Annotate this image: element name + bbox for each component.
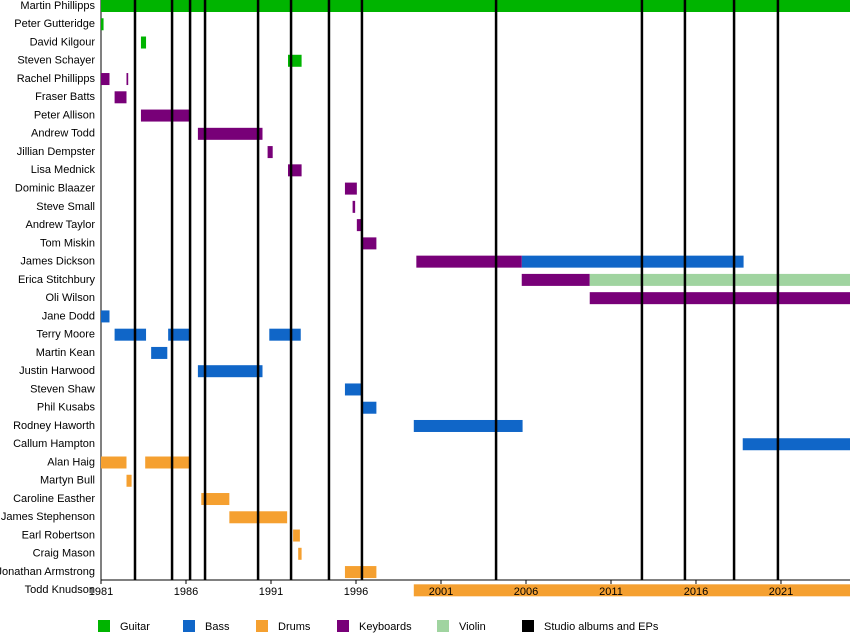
role-bar bbox=[362, 237, 377, 250]
role-bar bbox=[293, 529, 300, 542]
member-label: Andrew Taylor bbox=[26, 219, 96, 231]
role-bar bbox=[267, 146, 273, 159]
member-label: Dominic Blaazer bbox=[15, 183, 95, 195]
role-bar bbox=[742, 438, 850, 451]
legend-swatch bbox=[183, 620, 195, 632]
x-tick-label: 2001 bbox=[429, 586, 453, 598]
member-label: Martin Kean bbox=[36, 347, 95, 359]
x-tick-label: 2016 bbox=[684, 586, 708, 598]
role-bar bbox=[413, 584, 850, 597]
role-bar bbox=[352, 200, 356, 213]
role-bar bbox=[269, 328, 301, 341]
member-label: Craig Mason bbox=[33, 548, 95, 560]
member-label: Alan Haig bbox=[47, 456, 95, 468]
x-tick-label: 2021 bbox=[769, 586, 793, 598]
role-bar bbox=[344, 383, 362, 396]
legend-swatch bbox=[522, 620, 534, 632]
role-bar bbox=[145, 456, 191, 469]
member-label: Andrew Todd bbox=[31, 128, 95, 140]
member-label: Rodney Haworth bbox=[13, 420, 95, 432]
member-label: James Stephenson bbox=[1, 511, 95, 523]
role-bar bbox=[589, 292, 850, 305]
role-bar bbox=[197, 365, 263, 378]
member-label: Earl Robertson bbox=[22, 529, 95, 541]
role-bar bbox=[344, 566, 377, 579]
role-bar bbox=[126, 474, 132, 487]
role-bar bbox=[589, 273, 850, 286]
role-bar bbox=[298, 547, 302, 560]
role-bar bbox=[416, 255, 522, 268]
role-bar bbox=[521, 273, 590, 286]
member-label: Peter Allison bbox=[34, 109, 95, 121]
member-label: Todd Knudson bbox=[25, 584, 95, 596]
member-label: Steve Small bbox=[36, 201, 95, 213]
role-bar bbox=[197, 127, 263, 140]
legend-swatch bbox=[437, 620, 449, 632]
role-bar bbox=[356, 219, 363, 232]
role-bar bbox=[140, 36, 147, 49]
member-label: Fraser Batts bbox=[35, 91, 95, 103]
member-label: Jonathan Armstrong bbox=[0, 566, 95, 578]
role-bar bbox=[101, 18, 104, 31]
role-bar bbox=[114, 91, 127, 104]
x-tick-label: 2006 bbox=[514, 586, 538, 598]
role-bar bbox=[151, 346, 168, 359]
x-tick-label: 1981 bbox=[89, 586, 113, 598]
x-tick-label: 2011 bbox=[599, 586, 623, 598]
legend-swatch bbox=[256, 620, 268, 632]
role-bar bbox=[521, 255, 744, 268]
member-label: James Dickson bbox=[20, 256, 95, 268]
member-label: Oli Wilson bbox=[45, 292, 95, 304]
member-label: Callum Hampton bbox=[13, 438, 95, 450]
role-bar bbox=[126, 73, 129, 86]
role-bar bbox=[168, 328, 191, 341]
legend-label: Violin bbox=[459, 621, 486, 633]
member-label: Erica Stitchbury bbox=[18, 274, 96, 286]
member-label: Tom Miskin bbox=[40, 237, 95, 249]
role-bar bbox=[201, 493, 230, 506]
member-label: Lisa Mednick bbox=[31, 164, 96, 176]
x-tick-label: 1991 bbox=[259, 586, 283, 598]
role-bar bbox=[101, 456, 127, 469]
legend-label: Drums bbox=[278, 621, 311, 633]
legend-label: Bass bbox=[205, 621, 230, 633]
member-label: Caroline Easther bbox=[13, 493, 95, 505]
role-bar bbox=[140, 109, 191, 122]
member-label: Rachel Phillipps bbox=[17, 73, 96, 85]
role-bar bbox=[101, 310, 110, 323]
legend-label: Studio albums and EPs bbox=[544, 621, 659, 633]
member-label: Martyn Bull bbox=[40, 475, 95, 487]
legend-label: Keyboards bbox=[359, 621, 412, 633]
role-bar bbox=[413, 419, 523, 432]
role-bar bbox=[114, 328, 147, 341]
legend-swatch bbox=[337, 620, 349, 632]
role-bar bbox=[344, 182, 357, 195]
member-label: Jillian Dempster bbox=[17, 146, 96, 158]
member-label: Steven Schayer bbox=[17, 55, 95, 67]
legend-swatch bbox=[98, 620, 110, 632]
member-label: Jane Dodd bbox=[42, 310, 95, 322]
member-label: David Kilgour bbox=[30, 36, 96, 48]
x-tick-label: 1996 bbox=[344, 586, 368, 598]
member-label: Phil Kusabs bbox=[37, 402, 96, 414]
member-label: Peter Gutteridge bbox=[14, 18, 95, 30]
member-label: Terry Moore bbox=[36, 329, 95, 341]
role-bar bbox=[101, 0, 850, 12]
member-label: Martin Phillipps bbox=[20, 0, 95, 12]
role-bar bbox=[101, 73, 110, 86]
member-label: Justin Harwood bbox=[19, 365, 95, 377]
role-bar bbox=[362, 401, 377, 414]
member-label: Steven Shaw bbox=[30, 383, 95, 395]
x-tick-label: 1986 bbox=[174, 586, 198, 598]
legend-label: Guitar bbox=[120, 621, 150, 633]
